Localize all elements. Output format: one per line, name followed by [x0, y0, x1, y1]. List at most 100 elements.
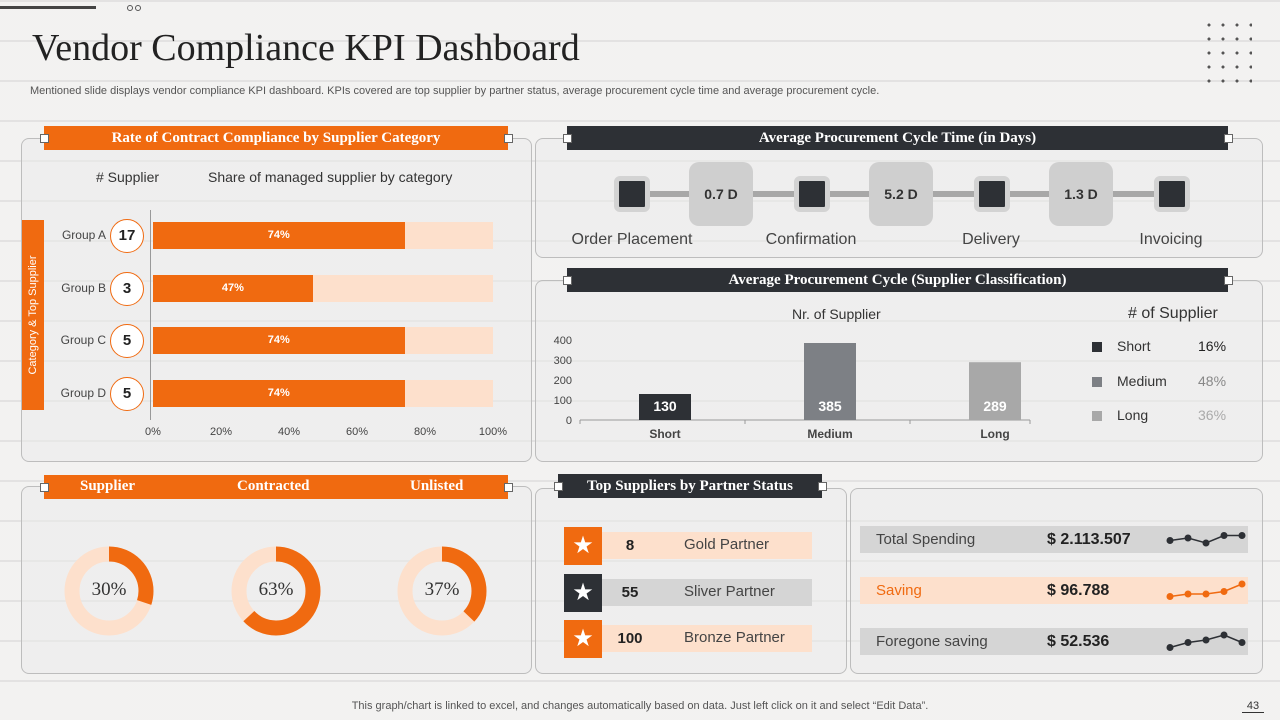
procurement-cycle-panel[interactable] [535, 280, 1263, 462]
metric-value: $ 52.536 [1047, 633, 1110, 650]
metric-value: $ 96.788 [1047, 582, 1110, 599]
donut-chart[interactable] [59, 541, 159, 641]
panel-handle [1224, 134, 1233, 143]
y-tick: 300 [554, 355, 572, 367]
step-label: Confirmation [765, 231, 857, 248]
sparkline-point [1184, 639, 1192, 646]
donut-percent: 30% [91, 579, 127, 600]
donut-percent: 63% [258, 579, 294, 600]
chart-subtitle: Nr. of Supplier [792, 306, 881, 322]
dot-grid-decoration [1202, 18, 1252, 88]
metric-label: Total Spending [876, 531, 976, 548]
duration-box: 0.7 D [689, 162, 753, 226]
metric-row[interactable] [860, 628, 1248, 655]
header-supplier: Supplier [80, 478, 136, 494]
footer-note: This graph/chart is linked to excel, and… [351, 700, 929, 712]
category-label: Medium [807, 427, 852, 441]
sparkline-point [1166, 537, 1174, 544]
legend-percent: 48% [1198, 372, 1227, 389]
donut-fill [397, 546, 487, 636]
donut-percent: 37% [424, 579, 460, 600]
bar-fill[interactable]: 74% [153, 379, 405, 407]
partner-strip[interactable] [600, 625, 812, 652]
bar-value-label: 130 [653, 398, 677, 414]
donut-chart[interactable] [226, 541, 326, 641]
partner-count: 8 [625, 537, 635, 554]
group-label: Group B [61, 280, 106, 295]
y-axis-line [150, 210, 151, 420]
x-tick: 60% [345, 426, 369, 438]
metric-row[interactable] [860, 526, 1248, 553]
duration-box: 5.2 D [869, 162, 933, 226]
page-number: 43 [1242, 700, 1264, 713]
legend-percent: 16% [1198, 338, 1227, 354]
sparkline-point [1202, 539, 1210, 547]
bar-fill[interactable]: 74% [153, 327, 405, 354]
step-label: Delivery [962, 231, 1020, 248]
supplier-count-circle: 3 [110, 271, 144, 306]
sparkline-point [1238, 580, 1246, 588]
x-tick: 100% [478, 426, 508, 438]
chart-bar [969, 362, 1021, 420]
y-tick: 400 [554, 335, 572, 347]
metric-value: $ 2.113.507 [1047, 531, 1131, 548]
bar-fill[interactable]: 74% [153, 222, 405, 249]
bar-value-label: 289 [983, 398, 1007, 414]
panel-handle [40, 483, 49, 492]
star-icon: ★ [564, 573, 602, 612]
metric-label: Foregone saving [876, 633, 988, 650]
sparkline [1166, 631, 1246, 651]
panel-handle [554, 482, 563, 491]
duration-box: 1.3 D [1049, 162, 1113, 226]
sparkline [1166, 532, 1246, 547]
sparkline-point [1220, 588, 1228, 595]
compliance-title: Rate of Contract Compliance by Supplier … [44, 126, 508, 150]
legend-swatch [1092, 342, 1102, 352]
supplier-count-circle: 5 [110, 376, 144, 411]
step-marker [614, 176, 650, 212]
partner-name: Bronze Partner [684, 629, 785, 646]
sparkline-point [1238, 639, 1246, 646]
step-marker [1154, 176, 1190, 212]
page-subtitle: Mentioned slide displays vendor complian… [30, 85, 880, 97]
step-marker [794, 176, 830, 212]
metric-row[interactable] [860, 577, 1248, 604]
sparkline-point [1238, 532, 1246, 539]
star-icon: ★ [564, 527, 602, 565]
y-tick: 200 [554, 375, 572, 387]
group-label: Group A [61, 228, 106, 242]
sparkline-point [1220, 532, 1228, 539]
bar-fill[interactable]: 47% [153, 274, 313, 302]
partner-count: 55 [621, 583, 639, 601]
x-tick: 0% [145, 426, 161, 438]
header-unlisted: Unlisted [410, 478, 464, 494]
panel-handle [563, 134, 572, 143]
x-tick: 40% [277, 426, 301, 438]
supplier-bar-chart[interactable]: 0 100 200 300 400 130 Short 385 Medium 289 Long [540, 330, 1040, 445]
chart-bar [639, 394, 691, 420]
partner-strip[interactable] [600, 532, 812, 559]
sparkline-point [1184, 590, 1192, 598]
legend-title: # of Supplier [1128, 305, 1218, 322]
step-label: Order Placement [571, 231, 693, 248]
donut-chart[interactable] [392, 541, 492, 641]
legend-swatch [1092, 411, 1102, 421]
partner-strip[interactable] [600, 578, 812, 606]
partner-name: Gold Partner [684, 536, 770, 553]
sparkline-point [1202, 636, 1210, 644]
cycle-time-title: Average Procurement Cycle Time (in Days) [567, 126, 1228, 150]
legend-percent: 36% [1198, 407, 1227, 423]
group-label: Group D [60, 385, 106, 400]
category-label: Long [980, 427, 1009, 441]
partner-count: 100 [617, 630, 643, 647]
category-label: Short [649, 427, 680, 441]
panel-handle [1224, 276, 1233, 285]
legend-swatch [1092, 376, 1102, 387]
panel-handle [40, 134, 49, 143]
bar-value-label: 385 [818, 398, 842, 414]
panel-handle [818, 482, 827, 491]
y-tick: 0 [566, 415, 572, 427]
chart-bar [804, 343, 856, 420]
legend-name: Medium [1117, 372, 1167, 389]
supplier-count-circle: 17 [110, 219, 144, 253]
